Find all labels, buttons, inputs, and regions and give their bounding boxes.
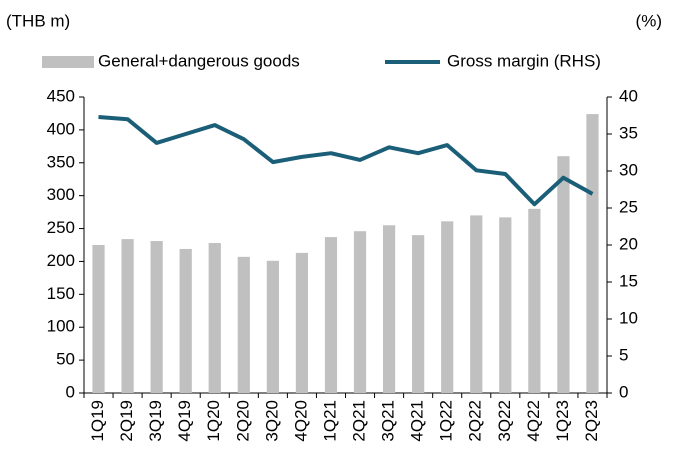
y-tick-label: 300 — [47, 185, 75, 204]
y-tick-label: 250 — [47, 218, 75, 237]
x-tick-label: 2Q23 — [582, 400, 601, 442]
x-tick-label: 2Q22 — [466, 400, 485, 442]
bar — [528, 208, 541, 393]
x-tick-label: 1Q20 — [204, 400, 223, 442]
bar — [382, 225, 396, 393]
y-tick-label: 150 — [47, 284, 75, 303]
y-tick-label: 200 — [47, 251, 75, 270]
y-tick-label: 50 — [56, 350, 75, 369]
y2-tick-label: 5 — [619, 345, 628, 364]
bar — [266, 260, 279, 393]
legend-label: General+dangerous goods — [98, 51, 300, 70]
bar — [324, 237, 338, 393]
y2-tick-label: 0 — [619, 382, 628, 401]
y2-tick-label: 30 — [619, 160, 638, 179]
x-tick-label: 1Q19 — [88, 400, 107, 442]
x-tick-label: 3Q20 — [262, 400, 281, 442]
legend-label: Gross margin (RHS) — [447, 51, 601, 70]
y-axis-label: (THB m) — [6, 11, 70, 30]
x-tick-label: 2Q20 — [233, 400, 252, 442]
y2-tick-label: 40 — [619, 86, 638, 105]
legend-swatch — [42, 56, 94, 68]
y2-axis-label: (%) — [636, 11, 662, 30]
y-tick-label: 0 — [66, 382, 75, 401]
bar — [470, 215, 483, 393]
bar — [208, 243, 221, 393]
x-tick-label: 4Q19 — [175, 400, 194, 442]
y2-tick-label: 25 — [619, 197, 638, 216]
bar — [586, 114, 599, 393]
bar — [353, 231, 367, 393]
x-tick-label: 3Q22 — [495, 400, 514, 442]
bar — [499, 217, 512, 393]
x-tick-label: 2Q19 — [117, 400, 136, 442]
y2-tick-label: 15 — [619, 271, 638, 290]
line — [98, 115, 594, 207]
x-tick-label: 3Q21 — [379, 400, 398, 442]
x-tick-label: 1Q22 — [437, 400, 456, 442]
bar — [237, 256, 250, 393]
bar — [179, 248, 192, 393]
x-tick-label: 4Q22 — [524, 400, 543, 442]
bar — [412, 235, 425, 393]
x-tick-label: 1Q23 — [553, 400, 572, 442]
x-tick-label: 4Q20 — [291, 400, 310, 442]
bar — [150, 241, 163, 393]
x-tick-label: 3Q19 — [146, 400, 165, 442]
x-tick-label: 1Q21 — [320, 400, 339, 442]
bar — [121, 239, 134, 393]
y-tick-label: 350 — [47, 152, 75, 171]
x-tick-label: 4Q21 — [408, 400, 427, 442]
y2-tick-label: 20 — [619, 234, 638, 253]
y2-tick-label: 10 — [619, 308, 638, 327]
y-tick-label: 450 — [47, 86, 75, 105]
y2-tick-label: 35 — [619, 123, 638, 142]
bar — [92, 245, 105, 393]
x-tick-label: 2Q21 — [350, 400, 369, 442]
bar — [441, 221, 454, 393]
bar — [557, 156, 570, 393]
y-tick-label: 100 — [47, 317, 75, 336]
y-tick-label: 400 — [47, 119, 75, 138]
bar — [295, 252, 309, 393]
